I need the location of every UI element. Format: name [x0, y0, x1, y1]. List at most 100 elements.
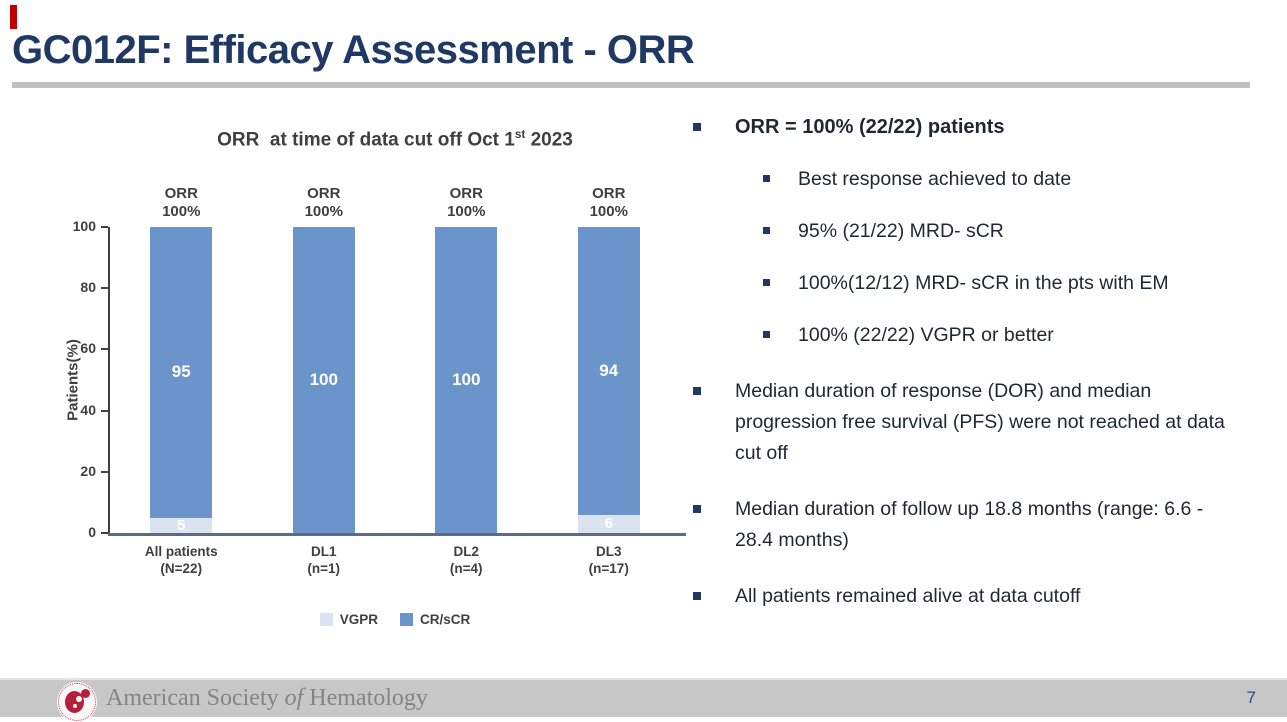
chart-title: ORR at time of data cut off Oct 1st 2023	[110, 128, 680, 151]
orr-bar-chart: ORR at time of data cut off Oct 1st 2023…	[35, 120, 695, 660]
bar-orr-label-line: 100%	[447, 203, 486, 220]
bullet-item: Median duration of response (DOR) and me…	[693, 376, 1253, 469]
bar-orr-label-line: 100%	[162, 203, 201, 220]
legend-item-cr-scr: CR/sCR	[400, 612, 470, 627]
bullet-text: Median duration of response (DOR) and me…	[735, 380, 1225, 464]
bar-orr-label-line: ORR	[164, 185, 198, 202]
bullet-list: ORR = 100% (22/22) patients Best response…	[693, 112, 1253, 612]
bar-orr-label-line: ORR	[449, 185, 483, 202]
bullet-item: ORR = 100% (22/22) patients	[693, 112, 1253, 143]
chart-title-year: 2023	[525, 129, 573, 151]
x-category-label: DL1 (n=1)	[253, 543, 396, 577]
x-category-label-line: (n=1)	[307, 561, 341, 576]
y-tick-mark	[101, 287, 108, 290]
bar-segment-cr-scr: 95	[150, 227, 213, 518]
x-category-label-line: (N=22)	[160, 561, 203, 576]
x-category-label-line: (n=17)	[588, 561, 629, 576]
ash-logo-dot	[76, 696, 82, 702]
x-category-label-line: (n=4)	[449, 561, 483, 576]
bar-segment-vgpr: 5	[150, 516, 213, 534]
ash-logo-dot	[73, 704, 77, 708]
y-tick-mark	[101, 226, 108, 228]
bullet-text: 100%(12/12) MRD- sCR in the pts with EM	[798, 272, 1169, 294]
bullet-text: 95% (21/22) MRD- sCR	[798, 220, 1004, 242]
bullet-square-icon	[693, 123, 701, 131]
legend-label: CR/sCR	[420, 612, 471, 627]
x-category-label-line: DL2	[453, 544, 479, 559]
bullet-item: Best response achieved to date	[763, 164, 1253, 195]
bar-orr-label: ORR 100%	[395, 185, 538, 221]
legend-swatch	[319, 613, 333, 626]
legend-swatch	[400, 613, 413, 626]
chart-title-superscript: st	[514, 128, 526, 141]
bar-segment-cr-scr: 100	[292, 227, 355, 533]
slide-title: GC012F: Efficacy Assessment - ORR	[12, 28, 695, 72]
y-tick-label: 100	[72, 218, 96, 234]
bullet-square-icon	[763, 331, 770, 338]
y-tick-label: 20	[80, 462, 96, 479]
y-tick-label: 0	[88, 524, 96, 540]
bar-orr-label-line: 100%	[589, 203, 628, 220]
x-category-label-line: DL3	[595, 544, 622, 559]
bar-value-label: 6	[604, 515, 613, 533]
bar-orr-label: ORR 100%	[253, 185, 396, 221]
legend-item-vgpr: VGPR	[319, 612, 378, 627]
y-tick-mark	[101, 532, 108, 534]
ash-logo-icon	[57, 682, 97, 722]
x-category-label: DL3 (n=17)	[538, 543, 681, 577]
plot-area: 0 20 40 60 80 100 5 95 ORR 100% All patients (N=22)…	[73, 185, 686, 576]
bar-orr-label-line: ORR	[592, 185, 626, 202]
bar-segment-cr-scr: 100	[435, 227, 498, 533]
title-underline	[12, 82, 1250, 88]
bar-orr-label-line: 100%	[304, 203, 343, 220]
bullet-square-icon	[693, 505, 701, 513]
bullet-text: Median duration of follow up 18.8 months…	[735, 498, 1204, 551]
y-tick-mark	[101, 409, 108, 412]
y-axis-line	[108, 227, 110, 533]
y-tick-label: 80	[80, 279, 96, 296]
bar-value-label: 95	[171, 362, 191, 382]
bar-orr-label: ORR 100%	[538, 185, 681, 221]
y-tick-label: 40	[80, 401, 96, 418]
bullet-square-icon	[693, 592, 701, 600]
y-tick-mark	[101, 470, 108, 473]
y-tick-label: 60	[80, 340, 96, 357]
bullet-square-icon	[763, 175, 770, 182]
bar-orr-label: ORR 100%	[110, 185, 253, 221]
bar-value-label: 94	[599, 360, 619, 380]
bar-segment-cr-scr: 94	[577, 227, 640, 515]
chart-legend: VGPR CR/sCR	[110, 612, 680, 627]
x-axis-line	[108, 533, 686, 536]
ash-logo-cell	[65, 691, 84, 713]
org-name-of: of	[284, 685, 304, 711]
x-category-label: DL2 (n=4)	[395, 543, 538, 577]
bullet-item: Median duration of follow up 18.8 months…	[693, 494, 1253, 556]
bullet-square-icon	[693, 387, 701, 395]
bullet-text: Best response achieved to date	[798, 168, 1072, 190]
org-name: American Society of Hematology	[106, 680, 428, 717]
chart-title-text: ORR at time of data cut off Oct 1	[217, 129, 515, 151]
bullet-item: 100%(12/12) MRD- sCR in the pts with EM	[763, 268, 1253, 299]
bullet-item: 95% (21/22) MRD- sCR	[763, 216, 1253, 247]
accent-bar	[10, 5, 17, 29]
bullet-item: 100% (22/22) VGPR or better	[763, 320, 1253, 351]
legend-label: VGPR	[339, 612, 378, 627]
bar-value-label: 100	[309, 370, 338, 389]
org-name-part: American Society	[106, 685, 285, 711]
bullet-square-icon	[763, 279, 770, 286]
bullet-square-icon	[763, 227, 770, 234]
y-tick-mark	[101, 348, 108, 351]
x-category-label: All patients (N=22)	[110, 543, 253, 577]
page-number: 7	[1246, 688, 1256, 707]
bullet-text: ORR = 100% (22/22) patients	[735, 116, 1005, 138]
footer-bar: American Society of Hematology 7	[0, 678, 1287, 722]
bar-segment-vgpr: 6	[577, 514, 640, 533]
bar-orr-label-line: ORR	[307, 185, 341, 202]
bar-value-label: 5	[177, 516, 186, 534]
org-name-part: Hematology	[303, 685, 428, 711]
x-category-label-line: DL1	[310, 544, 337, 559]
x-category-label-line: All patients	[144, 544, 218, 559]
bullet-text: 100% (22/22) VGPR or better	[798, 324, 1054, 346]
bar-value-label: 100	[452, 370, 481, 389]
bullet-item: All patients remained alive at data cuto…	[693, 581, 1253, 612]
